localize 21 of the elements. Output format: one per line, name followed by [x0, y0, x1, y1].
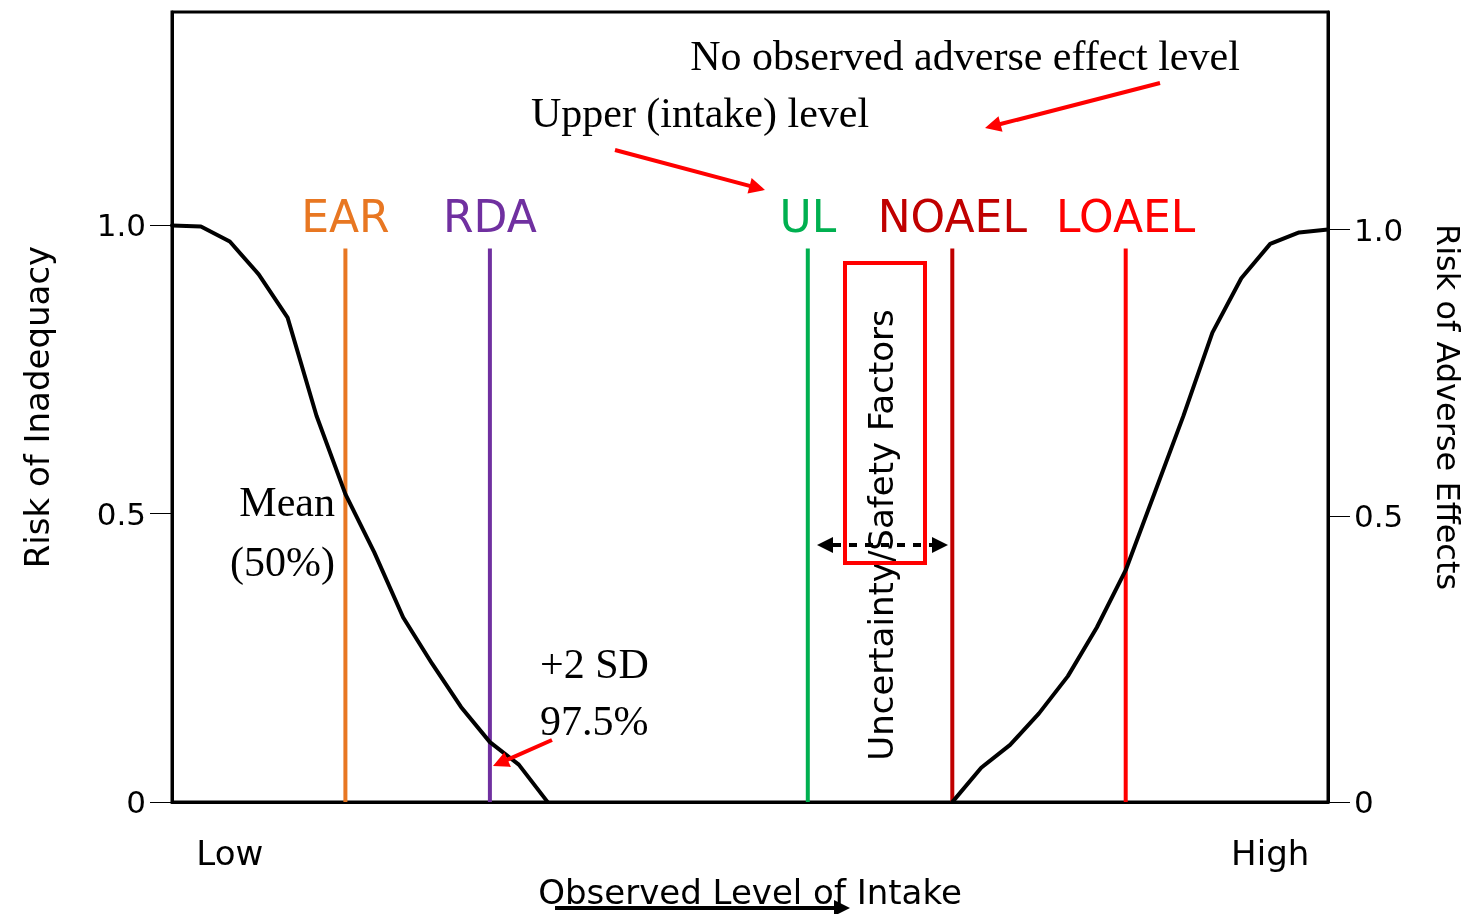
y2-tick-label: 0.5: [1354, 497, 1404, 534]
y-axis-title: Risk of Inadequacy: [17, 245, 57, 569]
series-label: NOAEL: [877, 190, 1028, 242]
series-label: LOAEL: [1056, 190, 1196, 242]
x-tick-label: High: [1231, 833, 1310, 874]
annotation: Uncertainty/Safety Factors: [861, 309, 901, 761]
annotation: No observed adverse effect level: [690, 33, 1240, 79]
y-tick-label: 0.5: [96, 495, 146, 532]
y2-tick-label: 1.0: [1354, 211, 1404, 248]
x-axis-title: Observed Level of Intake: [538, 872, 962, 912]
y2-tick-label: 0: [1354, 784, 1374, 821]
annotation: Mean (50%): [230, 479, 335, 586]
annotation: +2 SD 97.5%: [540, 641, 649, 744]
series-label: UL: [779, 190, 837, 242]
y-tick-label: 0: [126, 784, 146, 821]
series-label: EAR: [301, 190, 390, 242]
x-tick-label: Low: [196, 833, 264, 874]
annotation: Upper (intake) level: [530, 90, 870, 137]
y-tick-label: 1.0: [96, 207, 146, 244]
series-label: RDA: [443, 190, 537, 242]
y2-axis-title: Risk of Adverse Effects: [1429, 223, 1467, 591]
